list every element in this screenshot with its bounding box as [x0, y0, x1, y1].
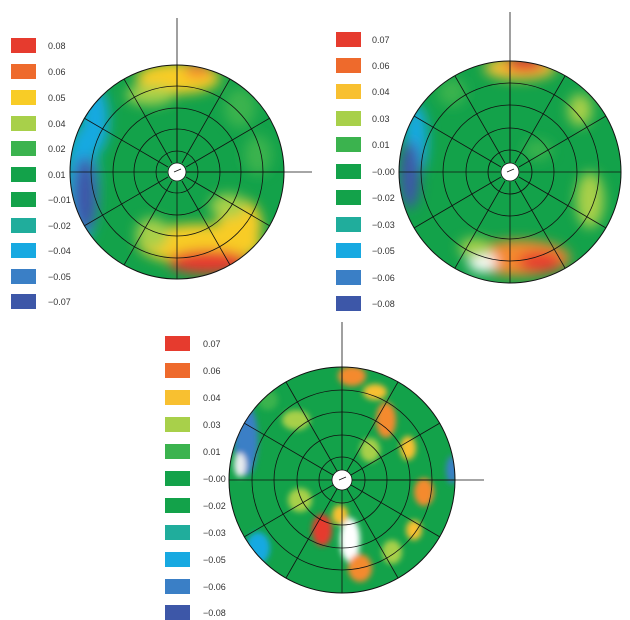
- legend-swatch: [11, 294, 36, 309]
- legend-swatch: [11, 218, 36, 233]
- legend-label: 0.04: [203, 393, 221, 403]
- legend-label: −0.05: [372, 246, 395, 256]
- legend-swatch: [165, 552, 190, 567]
- legend-label: −0.02: [372, 193, 395, 203]
- legend-label: −0.01: [48, 195, 71, 205]
- legend-swatch: [336, 84, 361, 99]
- legend-label: −0.05: [48, 272, 71, 282]
- legend-label: −0.00: [372, 167, 395, 177]
- legend-swatch: [336, 32, 361, 47]
- legend-label: −0.06: [203, 582, 226, 592]
- legend-swatch: [336, 270, 361, 285]
- legend-label: 0.07: [372, 35, 390, 45]
- legend-label: −0.04: [48, 246, 71, 256]
- legend-label: 0.05: [48, 93, 66, 103]
- polar-map-3-axes: [341, 322, 484, 481]
- legend-label: 0.06: [48, 67, 66, 77]
- legend-swatch: [165, 336, 190, 351]
- legend-swatch: [11, 90, 36, 105]
- legend-swatch: [336, 190, 361, 205]
- legend-swatch: [165, 390, 190, 405]
- polar-map-3-legend: 0.07 0.06 0.04 0.03 0.01 −0.00 −0.02 −0.…: [165, 336, 226, 620]
- legend-label: 0.04: [48, 119, 66, 129]
- legend-swatch: [11, 269, 36, 284]
- legend-label: 0.01: [203, 447, 221, 457]
- legend-swatch: [11, 64, 36, 79]
- polar-map-2: 0.07 0.06 0.04 0.03 0.01 −0.00 −0.02 −0.…: [336, 12, 622, 311]
- legend-swatch: [11, 167, 36, 182]
- legend-label: −0.03: [372, 220, 395, 230]
- legend-label: 0.03: [372, 114, 390, 124]
- legend-label: −0.00: [203, 474, 226, 484]
- legend-label: 0.04: [372, 87, 390, 97]
- legend-swatch: [165, 417, 190, 432]
- legend-label: −0.08: [372, 299, 395, 309]
- legend-label: 0.02: [48, 144, 66, 154]
- legend-swatch: [336, 111, 361, 126]
- legend-swatch: [336, 58, 361, 73]
- polar-map-2-center-hole: [500, 162, 520, 182]
- legend-swatch: [11, 38, 36, 53]
- legend-swatch: [165, 525, 190, 540]
- legend-swatch: [165, 363, 190, 378]
- legend-label: 0.08: [48, 41, 66, 51]
- legend-label: −0.08: [203, 608, 226, 618]
- legend-label: −0.03: [203, 528, 226, 538]
- legend-swatch: [165, 605, 190, 620]
- legend-label: −0.02: [48, 221, 71, 231]
- legend-label: 0.03: [203, 420, 221, 430]
- legend-swatch: [11, 192, 36, 207]
- legend-label: 0.06: [203, 366, 221, 376]
- polar-map-3: 0.07 0.06 0.04 0.03 0.01 −0.00 −0.02 −0.…: [165, 322, 484, 620]
- legend-swatch: [336, 217, 361, 232]
- legend-swatch: [165, 471, 190, 486]
- polar-map-3-center-hole: [331, 469, 353, 491]
- legend-label: −0.05: [203, 555, 226, 565]
- legend-label: 0.07: [203, 339, 221, 349]
- polar-map-1-axes: [176, 18, 312, 173]
- legend-label: −0.06: [372, 273, 395, 283]
- legend-label: −0.02: [203, 501, 226, 511]
- legend-label: −0.07: [48, 297, 71, 307]
- polar-map-1-center-hole: [167, 162, 187, 182]
- legend-swatch: [11, 141, 36, 156]
- legend-label: 0.01: [372, 140, 390, 150]
- polar-map-1: 0.08 0.06 0.05 0.04 0.02 0.01 −0.01 −0.0…: [11, 18, 312, 309]
- polar-map-1-legend: 0.08 0.06 0.05 0.04 0.02 0.01 −0.01 −0.0…: [11, 38, 71, 309]
- legend-swatch: [336, 243, 361, 258]
- legend-swatch: [11, 116, 36, 131]
- legend-label: 0.06: [372, 61, 390, 71]
- legend-swatch: [165, 579, 190, 594]
- legend-swatch: [336, 164, 361, 179]
- legend-label: 0.01: [48, 170, 66, 180]
- legend-swatch: [165, 444, 190, 459]
- legend-swatch: [11, 243, 36, 258]
- legend-swatch: [165, 498, 190, 513]
- legend-swatch: [336, 296, 361, 311]
- legend-swatch: [336, 137, 361, 152]
- polar-map-2-legend: 0.07 0.06 0.04 0.03 0.01 −0.00 −0.02 −0.…: [336, 32, 395, 311]
